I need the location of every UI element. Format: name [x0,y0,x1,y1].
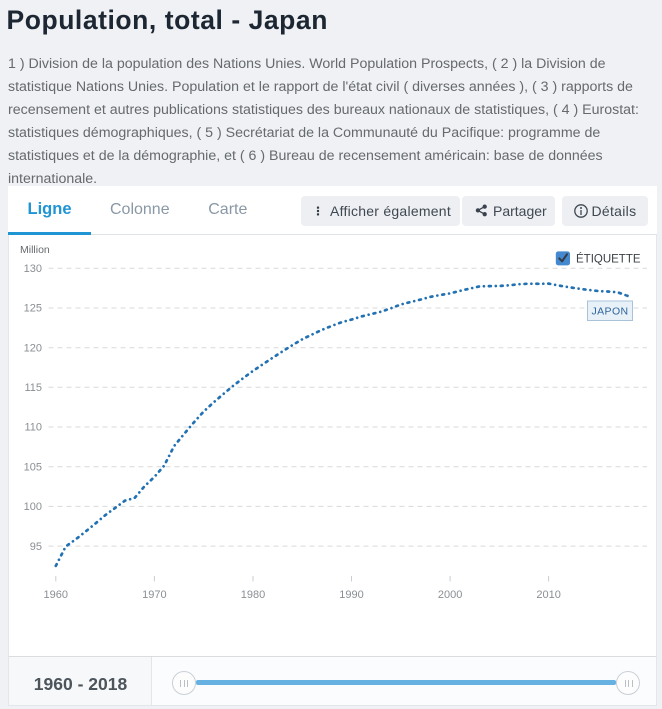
svg-text:ÉTIQUETTE: ÉTIQUETTE [576,253,641,266]
svg-text:125: 125 [24,303,42,315]
svg-text:130: 130 [24,263,42,275]
svg-text:Million: Million [20,244,50,256]
svg-text:JAPON: JAPON [591,306,628,318]
svg-text:95: 95 [30,541,42,553]
svg-text:2000: 2000 [438,589,462,601]
svg-text:1990: 1990 [339,589,363,601]
svg-text:100: 100 [24,501,42,513]
svg-text:1980: 1980 [241,589,265,601]
svg-text:115: 115 [24,382,42,394]
svg-text:120: 120 [24,342,42,354]
svg-text:110: 110 [24,422,42,434]
svg-text:1960: 1960 [44,589,68,601]
svg-text:2010: 2010 [536,589,560,601]
svg-text:105: 105 [24,461,42,473]
svg-text:1970: 1970 [142,589,166,601]
